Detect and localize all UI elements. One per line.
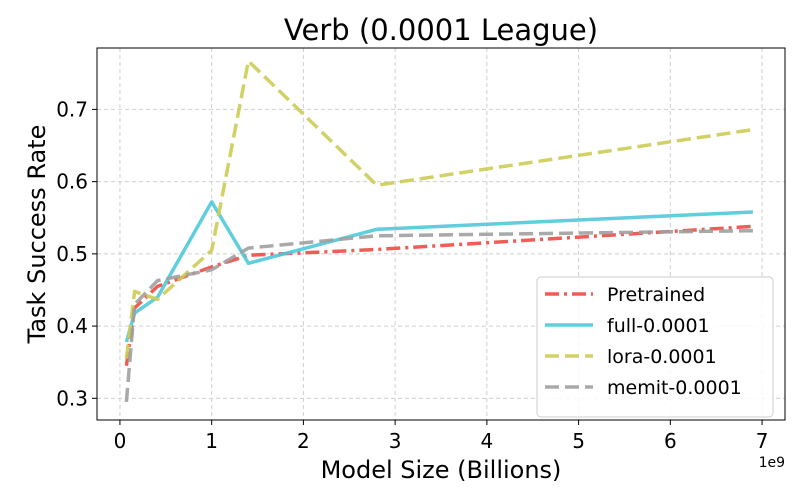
chart-title: Verb (0.0001 League) (284, 13, 598, 47)
x-tick-label: 2 (297, 429, 310, 453)
y-tick-label: 0.5 (56, 242, 88, 266)
legend-label: memit-0.0001 (607, 377, 742, 399)
y-tick-label: 0.6 (56, 170, 88, 194)
x-tick-label: 6 (664, 429, 677, 453)
legend-label: full-0.0001 (607, 315, 710, 337)
y-tick-label: 0.3 (56, 386, 88, 410)
series-lines (124, 59, 754, 403)
y-tick-label: 0.7 (56, 97, 88, 121)
axis-ticks: 0 1 2 3 4 5 6 7 0.3 0.4 0.5 0.6 0.7 (56, 97, 768, 453)
legend-box (536, 276, 774, 418)
y-tick-label: 0.4 (56, 314, 88, 338)
series-line-lora-0-0001 (124, 59, 754, 359)
legend-item: memit-0.0001 (545, 377, 742, 399)
y-axis-label: Task Success Rate (23, 125, 51, 345)
x-tick-label: 7 (756, 429, 769, 453)
legend: Pretrained full-0.0001 lora-0.0001 memit-0.… (536, 276, 774, 418)
x-axis-label: Model Size (Billions) (321, 456, 562, 484)
series-line-pretrained (124, 224, 754, 367)
legend-items: Pretrained full-0.0001 lora-0.0001 memit-0.… (545, 284, 742, 399)
x-tick-label: 5 (572, 429, 585, 453)
legend-label: Pretrained (607, 284, 705, 306)
x-tick-label: 1 (205, 429, 218, 453)
x-tick-label: 4 (480, 429, 493, 453)
legend-label: lora-0.0001 (607, 346, 717, 368)
legend-item: full-0.0001 (545, 315, 710, 337)
x-axis-offset-label: 1e9 (759, 455, 785, 471)
series-line-memit-0-0001 (124, 228, 753, 403)
legend-item: Pretrained (545, 284, 705, 306)
x-tick-label: 0 (114, 429, 127, 453)
legend-item: lora-0.0001 (545, 346, 717, 368)
plot-frame (96, 47, 786, 421)
x-tick-label: 3 (389, 429, 402, 453)
